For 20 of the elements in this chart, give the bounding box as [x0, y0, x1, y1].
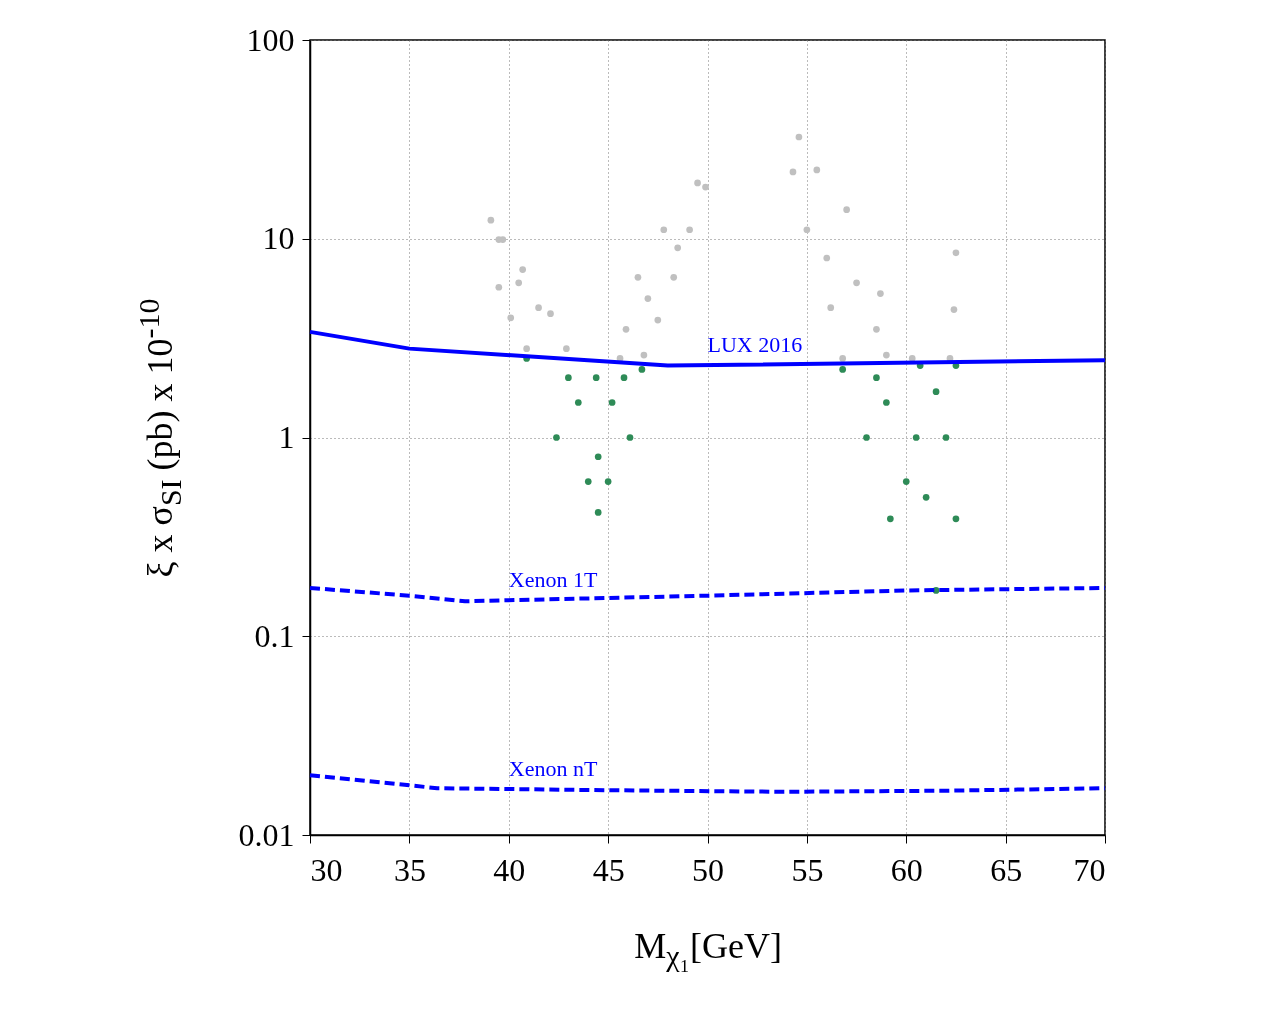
- x-tick-label: 60: [890, 851, 923, 888]
- y-tick-label: 100: [246, 21, 295, 58]
- series-label: LUX 2016: [707, 332, 803, 358]
- x-tick-label: 70: [1073, 851, 1106, 888]
- series-label: Xenon nT: [508, 756, 598, 782]
- line-series: [308, 585, 1107, 604]
- x-tick-label: 55: [791, 851, 824, 888]
- y-tick-label: 0.01: [238, 816, 295, 853]
- x-tick-label: 50: [692, 851, 724, 888]
- series-label: Xenon 1T: [508, 567, 598, 593]
- line-series: [308, 329, 1107, 368]
- y-tick-label: 1: [278, 419, 295, 455]
- x-tick-label: 30: [310, 851, 343, 888]
- x-tick-label: 65: [990, 851, 1023, 888]
- x-tick-label: 35: [393, 851, 426, 888]
- y-tick-label: 10: [262, 220, 295, 257]
- x-tick-label: 40: [493, 851, 526, 888]
- y-tick-label: 0.1: [254, 617, 295, 654]
- x-axis-title: M$_{χ₁}$[GeV]: [634, 925, 782, 974]
- x-tick-label: 45: [592, 851, 625, 888]
